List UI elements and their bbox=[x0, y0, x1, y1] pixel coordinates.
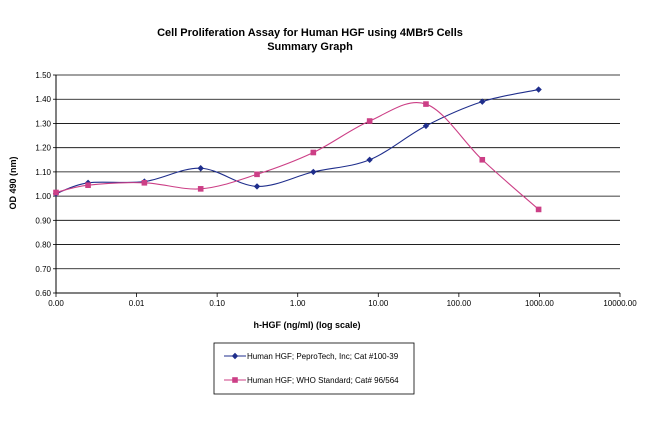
x-tick-label: 10.00 bbox=[368, 299, 389, 308]
data-point bbox=[197, 186, 204, 192]
y-tick-label: 1.20 bbox=[35, 144, 51, 153]
x-axis-label: h-HGF (ng/ml) (log scale) bbox=[254, 320, 361, 330]
y-tick-label: 0.80 bbox=[35, 241, 51, 250]
legend-label: Human HGF; PeproTech, Inc; Cat #100-39 bbox=[247, 352, 399, 361]
y-axis-label: OD 490 (nm) bbox=[8, 156, 18, 209]
chart-title: Cell Proliferation Assay for Human HGF u… bbox=[157, 27, 463, 39]
x-tick-label: 0.10 bbox=[209, 299, 225, 308]
x-tick-label: 0.00 bbox=[48, 299, 64, 308]
legend-label: Human HGF; WHO Standard; Cat# 96/564 bbox=[247, 376, 399, 385]
x-tick-label: 100.00 bbox=[447, 299, 472, 308]
data-point bbox=[254, 171, 260, 178]
data-point bbox=[423, 101, 429, 107]
chart-subtitle: Summary Graph bbox=[267, 41, 353, 53]
series-group bbox=[52, 86, 542, 213]
data-point bbox=[535, 86, 542, 93]
data-point bbox=[366, 156, 373, 163]
y-tick-label: 0.70 bbox=[35, 265, 51, 274]
legend-box bbox=[213, 342, 415, 395]
data-point bbox=[366, 118, 373, 124]
y-tick-label: 1.50 bbox=[35, 71, 51, 80]
data-point bbox=[422, 122, 430, 130]
y-tick-labels: 0.60 0.70 0.80 0.90 1.00 1.10 1.20 1.30 1.40 1.50 bbox=[35, 71, 51, 298]
data-point bbox=[85, 182, 91, 189]
data-point bbox=[141, 179, 148, 186]
series-2 bbox=[53, 101, 542, 213]
data-point bbox=[479, 98, 486, 105]
axes bbox=[53, 74, 621, 297]
data-point bbox=[535, 206, 542, 213]
y-tick-label: 1.30 bbox=[35, 119, 51, 128]
series-line bbox=[55, 102, 539, 210]
gridlines bbox=[56, 74, 620, 270]
data-point bbox=[197, 165, 204, 172]
data-point bbox=[310, 149, 317, 156]
legend-marker bbox=[231, 352, 239, 360]
y-tick-label: 1.40 bbox=[35, 95, 51, 104]
x-tick-label: 1.00 bbox=[290, 299, 306, 308]
y-tick-label: 0.60 bbox=[35, 289, 51, 298]
x-tick-label: 1000.00 bbox=[525, 299, 554, 308]
series-1 bbox=[52, 86, 542, 197]
x-tick-label: 0.01 bbox=[129, 299, 145, 308]
data-point bbox=[253, 183, 261, 190]
data-point bbox=[310, 168, 317, 176]
x-tick-label: 10000.00 bbox=[603, 299, 637, 308]
x-tick-labels: 0.00 0.01 0.10 1.00 10.00 100.00 1000.00 10000.… bbox=[48, 299, 637, 308]
data-point bbox=[479, 156, 486, 163]
series-line bbox=[55, 88, 539, 195]
legend: Human HGF; PeproTech, Inc; Cat #100-39 Hu… bbox=[213, 342, 415, 395]
data-point bbox=[53, 189, 59, 196]
y-tick-label: 1.00 bbox=[35, 192, 51, 201]
legend-marker bbox=[232, 377, 238, 383]
y-tick-label: 1.10 bbox=[35, 168, 51, 177]
y-tick-label: 0.90 bbox=[35, 216, 51, 225]
